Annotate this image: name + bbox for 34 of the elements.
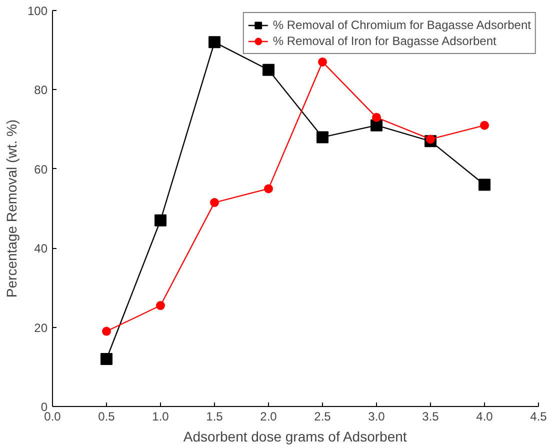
y-axis-title: Percentage Removal (wt. %): [3, 119, 20, 298]
x-tick-label: 1.5: [206, 410, 224, 424]
legend-label: % Removal of Chromium for Bagasse Adsorbent: [272, 17, 531, 33]
x-tick-label: 0.5: [98, 410, 116, 424]
point: [478, 178, 490, 191]
x-tick-label: 0.0: [44, 410, 62, 424]
x-tick-label: 3.5: [422, 410, 440, 424]
point: [100, 352, 112, 365]
x-axis-title: Adsorbent dose grams of Adsorbent: [183, 428, 407, 444]
x-tick-label: 1.0: [152, 410, 170, 424]
point: [264, 184, 273, 194]
point: [480, 120, 489, 130]
point: [154, 214, 166, 226]
legend-label: % Removal of Iron for Bagasse Adsorbent: [272, 33, 496, 49]
y-tick-label: 40: [34, 242, 48, 256]
x-tick-label: 4.5: [530, 410, 548, 424]
y-tick-label: 100: [27, 4, 48, 18]
y-tick-label: 20: [34, 320, 48, 335]
point: [316, 131, 328, 144]
y-tick-label: 80: [34, 83, 48, 98]
point: [372, 112, 381, 122]
point: [318, 57, 327, 66]
point: [262, 64, 274, 76]
point: [156, 301, 165, 310]
point: [426, 134, 435, 144]
point: [370, 119, 382, 132]
x-tick-label: 2.0: [260, 410, 278, 424]
x-tick-label: 3.0: [368, 410, 386, 424]
x-tick-label: 2.5: [314, 410, 332, 424]
point: [102, 326, 111, 336]
point: [208, 36, 220, 48]
y-tick-label: 60: [34, 162, 48, 176]
x-tick-label: 4.0: [476, 410, 494, 424]
point: [210, 198, 219, 208]
